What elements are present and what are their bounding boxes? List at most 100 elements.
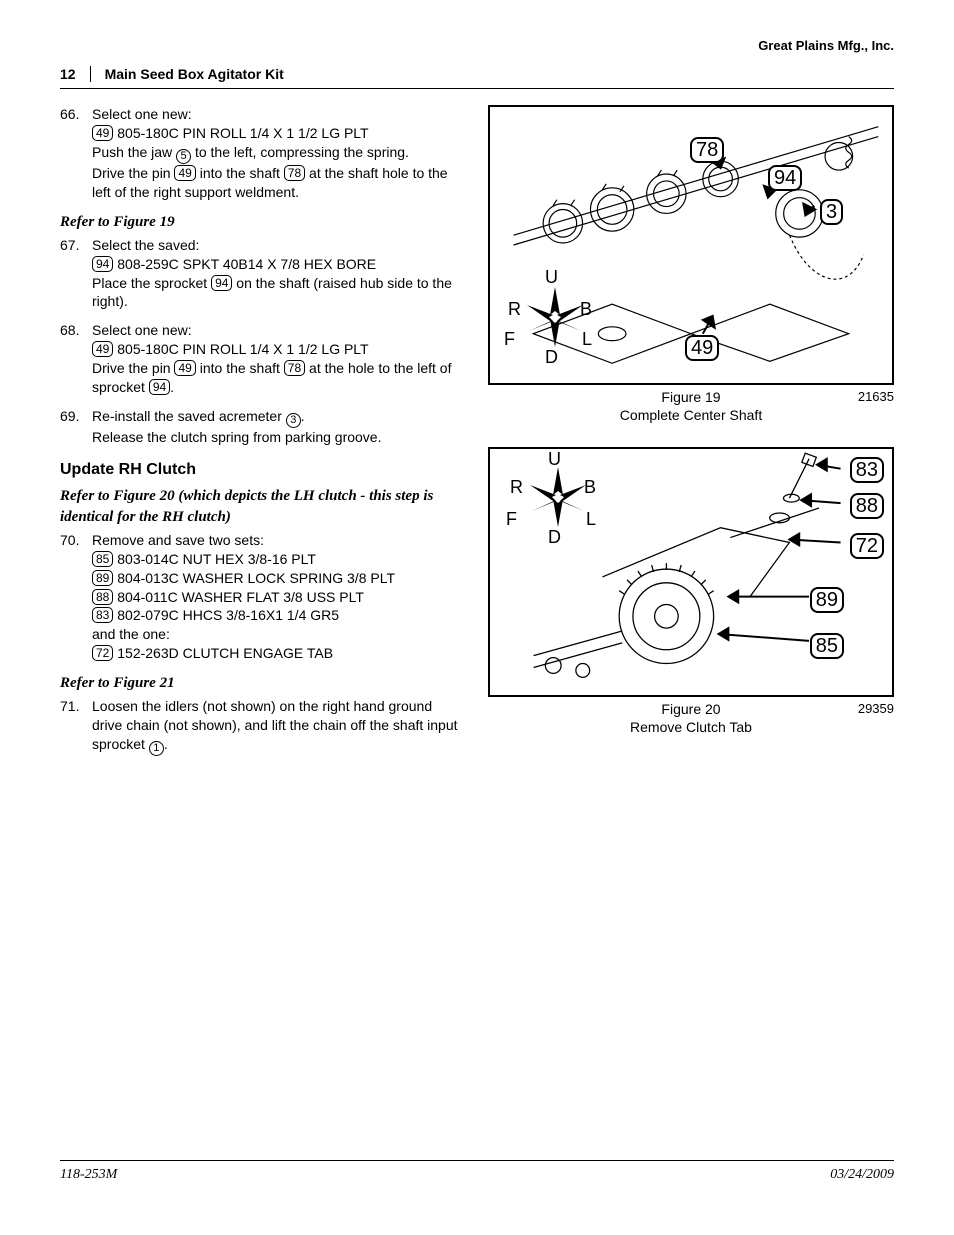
fig-callout-89: 89 xyxy=(810,587,844,613)
part-desc: 804-011C WASHER FLAT 3/8 USS PLT xyxy=(113,589,364,605)
callout-49: 49 xyxy=(174,165,195,181)
compass-d: D xyxy=(548,527,561,548)
step-text: Push the jaw xyxy=(92,144,176,160)
page-footer: 118-253M 03/24/2009 xyxy=(60,1160,894,1183)
section-title: Main Seed Box Agitator Kit xyxy=(105,66,284,82)
header-separator xyxy=(90,66,91,82)
compass-l: L xyxy=(582,329,592,350)
step-68: 68. Select one new: 49 805-180C PIN ROLL… xyxy=(60,321,460,397)
callout-78: 78 xyxy=(284,360,305,376)
page-number: 12 xyxy=(60,66,76,82)
step-text: Re-install the saved acremeter xyxy=(92,408,286,424)
text-column: 66. Select one new: 49 805-180C PIN ROLL… xyxy=(60,105,460,766)
step-69: 69. Re-install the saved acremeter 3. Re… xyxy=(60,407,460,447)
compass-b: B xyxy=(584,477,596,498)
company-name: Great Plains Mfg., Inc. xyxy=(758,38,894,53)
compass-u: U xyxy=(548,449,561,470)
figure-id: 21635 xyxy=(858,389,894,404)
step-number: 67. xyxy=(60,236,92,312)
compass-f: F xyxy=(504,329,515,350)
figure-title: Figure 20 xyxy=(661,701,720,717)
circle-1: 1 xyxy=(149,741,164,756)
compass-r: R xyxy=(510,477,523,498)
compass-u: U xyxy=(545,267,558,288)
circle-5: 5 xyxy=(176,149,191,164)
callout-49: 49 xyxy=(92,341,113,357)
part-desc: 805-180C PIN ROLL 1/4 X 1 1/2 LG PLT xyxy=(113,125,368,141)
page-header: 12 Main Seed Box Agitator Kit xyxy=(60,66,894,82)
figure-19: 78 94 3 49 U D R xyxy=(488,105,894,385)
callout-49: 49 xyxy=(92,125,113,141)
callout-83: 83 xyxy=(92,607,113,623)
step-number: 71. xyxy=(60,697,92,756)
step-text: and the one: xyxy=(92,626,170,642)
figure-title: Figure 19 xyxy=(661,389,720,405)
part-desc: 803-014C NUT HEX 3/8-16 PLT xyxy=(113,551,316,567)
step-number: 69. xyxy=(60,407,92,447)
document-date: 03/24/2009 xyxy=(830,1167,894,1183)
callout-94: 94 xyxy=(149,379,170,395)
step-number: 68. xyxy=(60,321,92,397)
circle-3: 3 xyxy=(286,413,301,428)
fig-callout-83: 83 xyxy=(850,457,884,483)
step-text: Drive the pin xyxy=(92,360,174,376)
figure-id: 29359 xyxy=(858,701,894,716)
compass-r: R xyxy=(508,299,521,320)
fig-callout-88: 88 xyxy=(850,493,884,519)
callout-78: 78 xyxy=(284,165,305,181)
callout-89: 89 xyxy=(92,570,113,586)
step-text: Loosen the idlers (not shown) on the rig… xyxy=(92,698,458,752)
step-text: to the left, compressing the spring. xyxy=(191,144,409,160)
step-text: Select one new: xyxy=(92,322,192,338)
step-66: 66. Select one new: 49 805-180C PIN ROLL… xyxy=(60,105,460,202)
step-text: into the shaft xyxy=(196,360,284,376)
fig-callout-78: 78 xyxy=(690,137,724,163)
part-desc: 152-263D CLUTCH ENGAGE TAB xyxy=(113,645,333,661)
step-text: Release the clutch spring from parking g… xyxy=(92,429,381,445)
step-text: Remove and save two sets: xyxy=(92,532,264,548)
step-number: 66. xyxy=(60,105,92,202)
step-71: 71. Loosen the idlers (not shown) on the… xyxy=(60,697,460,756)
step-number: 70. xyxy=(60,531,92,663)
fig-callout-49: 49 xyxy=(685,335,719,361)
step-text: Drive the pin xyxy=(92,165,174,181)
figure-19-caption: Figure 19 Complete Center Shaft 21635 xyxy=(488,389,894,423)
figure-20-caption: Figure 20 Remove Clutch Tab 29359 xyxy=(488,701,894,735)
figure-reference: Refer to Figure 21 xyxy=(60,673,460,693)
step-70: 70. Remove and save two sets: 85 803-014… xyxy=(60,531,460,663)
header-rule xyxy=(60,88,894,89)
compass-b: B xyxy=(580,299,592,320)
callout-94: 94 xyxy=(92,256,113,272)
figure-subtitle: Remove Clutch Tab xyxy=(630,719,752,735)
step-text: Select one new: xyxy=(92,106,192,122)
step-text: . xyxy=(170,379,174,395)
compass-f: F xyxy=(506,509,517,530)
compass-l: L xyxy=(586,509,596,530)
part-desc: 804-013C WASHER LOCK SPRING 3/8 PLT xyxy=(113,570,395,586)
callout-94: 94 xyxy=(211,275,232,291)
step-text: Place the sprocket xyxy=(92,275,211,291)
fig-callout-85: 85 xyxy=(810,633,844,659)
step-67: 67. Select the saved: 94 808-259C SPKT 4… xyxy=(60,236,460,312)
step-text: Select the saved: xyxy=(92,237,199,253)
subsection-heading: Update RH Clutch xyxy=(60,459,460,481)
callout-88: 88 xyxy=(92,589,113,605)
part-desc: 808-259C SPKT 40B14 X 7/8 HEX BORE xyxy=(113,256,376,272)
figure-reference: Refer to Figure 20 (which depicts the LH… xyxy=(60,486,460,527)
compass-d: D xyxy=(545,347,558,368)
figure-20: 83 88 72 89 85 U D xyxy=(488,447,894,697)
callout-85: 85 xyxy=(92,551,113,567)
fig-callout-94: 94 xyxy=(768,165,802,191)
callout-49: 49 xyxy=(174,360,195,376)
fig-callout-3: 3 xyxy=(820,199,843,225)
part-desc: 805-180C PIN ROLL 1/4 X 1 1/2 LG PLT xyxy=(113,341,368,357)
step-text: . xyxy=(301,408,305,424)
figure-subtitle: Complete Center Shaft xyxy=(620,407,762,423)
figure-reference: Refer to Figure 19 xyxy=(60,212,460,232)
part-desc: 802-079C HHCS 3/8-16X1 1/4 GR5 xyxy=(113,607,339,623)
footer-rule xyxy=(60,1160,894,1161)
step-text: . xyxy=(164,736,168,752)
step-text: into the shaft xyxy=(196,165,284,181)
fig-callout-72: 72 xyxy=(850,533,884,559)
figure-column: 78 94 3 49 U D R xyxy=(488,105,894,766)
